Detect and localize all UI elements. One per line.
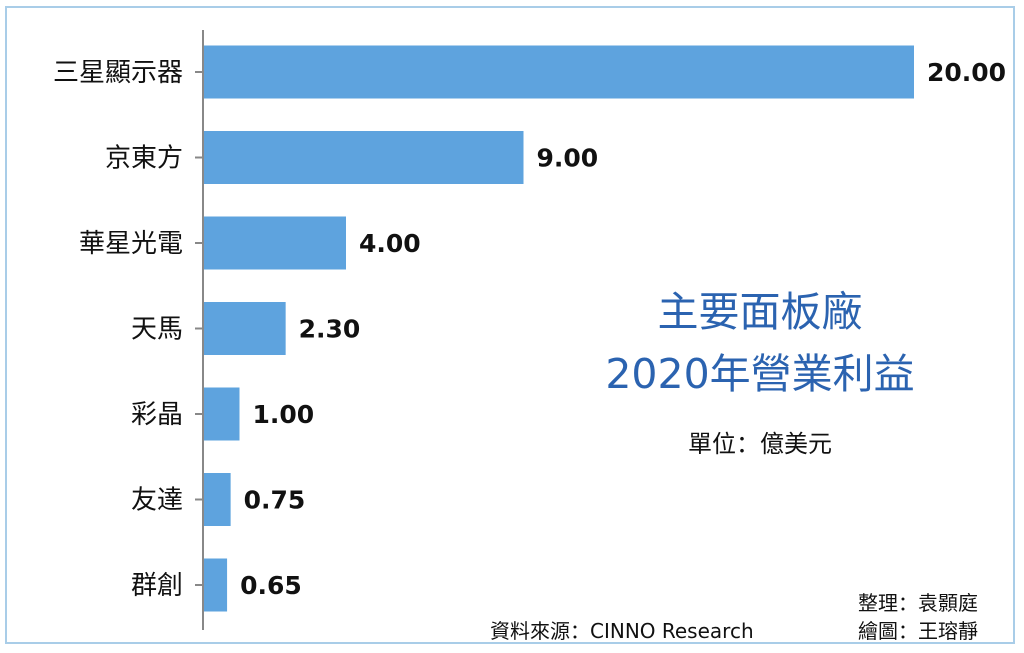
category-label: 華星光電 <box>79 229 183 259</box>
category-label: 彩晶 <box>131 400 183 430</box>
value-label: 0.75 <box>244 486 306 515</box>
category-label: 友達 <box>131 486 183 516</box>
unit-label: 單位：億美元 <box>688 430 832 458</box>
value-label: 20.00 <box>927 58 1006 87</box>
category-label: 京東方 <box>105 144 183 174</box>
bars-group: 三星顯示器 20.00 京東方 9.00 華星光電 4.00 天馬 2.30 彩晶 1.00 友達 0… <box>53 45 1006 612</box>
bar-6 <box>204 558 228 612</box>
category-label: 三星顯示器 <box>53 58 183 88</box>
chart-frame <box>5 6 1015 644</box>
editor-credit: 整理：袁顥庭 <box>858 591 978 615</box>
chart-title-line2: 2020年營業利益 <box>605 350 915 398</box>
bar-3 <box>204 302 286 355</box>
bar-0 <box>204 45 914 99</box>
value-label: 2.30 <box>299 315 361 344</box>
value-label: 9.00 <box>537 144 599 173</box>
chart-title-line1: 主要面板廠 <box>657 288 863 336</box>
bar-4 <box>204 387 240 441</box>
bar-2 <box>204 216 346 270</box>
bar-1 <box>204 131 524 184</box>
bar-5 <box>204 473 231 526</box>
value-label: 4.00 <box>359 229 421 258</box>
source-credit: 資料來源：CINNO Research <box>490 619 754 643</box>
value-label: 0.65 <box>240 571 302 600</box>
illustrator-credit: 繪圖：王瑢靜 <box>858 619 978 643</box>
value-label: 1.00 <box>253 400 315 429</box>
category-label: 天馬 <box>131 315 183 345</box>
category-label: 群創 <box>131 571 183 601</box>
